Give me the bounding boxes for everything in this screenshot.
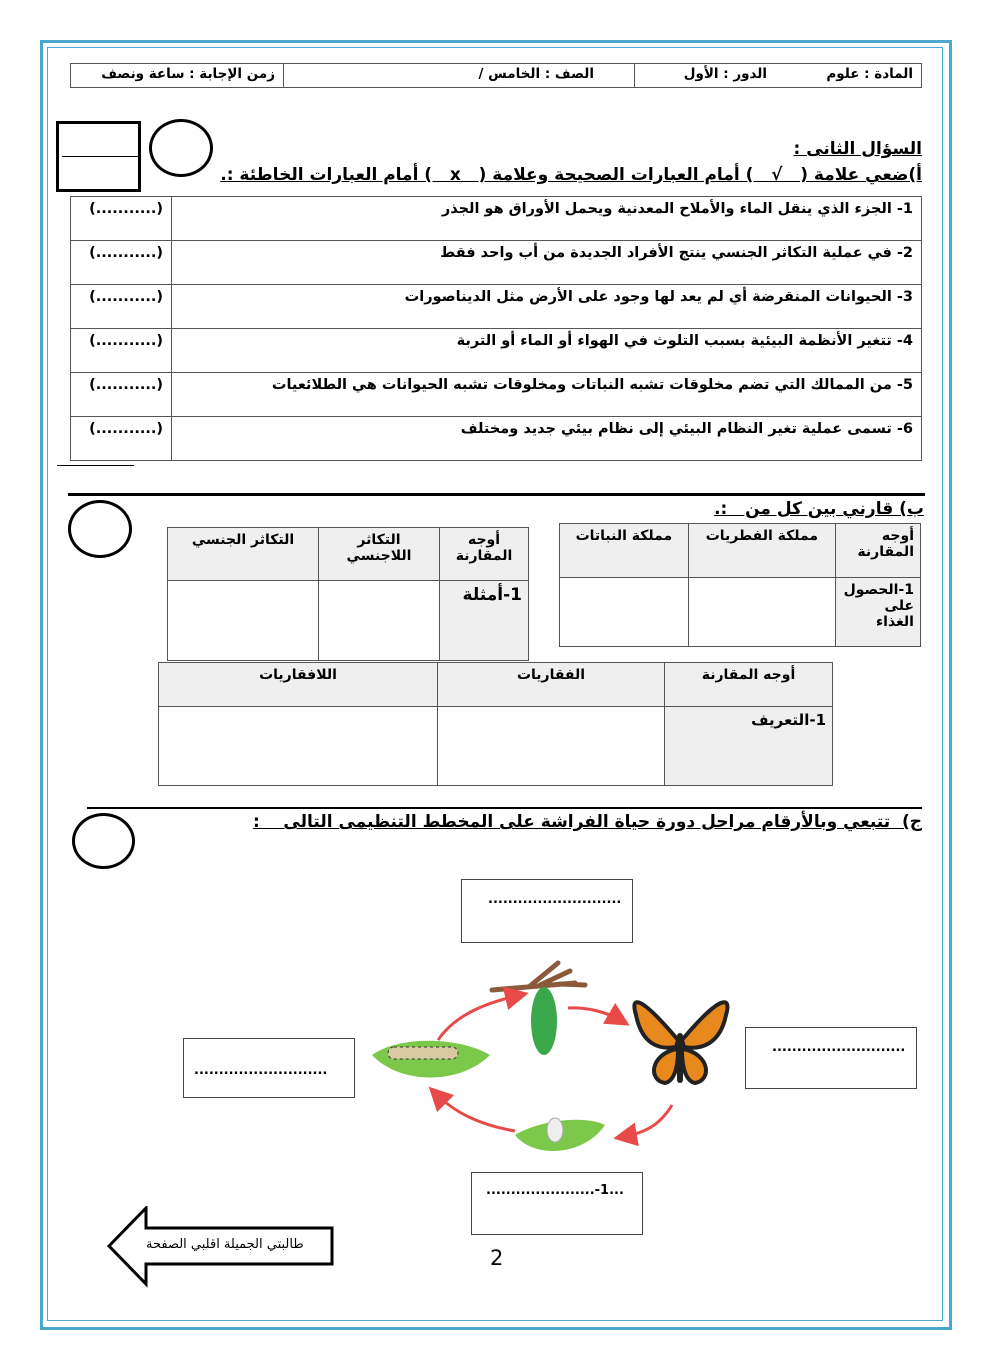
- score-circle: [68, 500, 132, 558]
- kingdoms-table: أوجه المقارنة مملكة الفطريات مملكة النباتا…: [559, 523, 921, 647]
- score-circle: [149, 119, 213, 177]
- table-row: 6- تسمى عملية تغير النظام البيئي إلى نظا…: [70, 416, 922, 461]
- statement: 2- في عملية التكاثر الجنسي ينتج الأفراد …: [171, 240, 922, 285]
- divider: [57, 465, 134, 466]
- table-row: 5- من الممالك التي تضم مخلوقات تشبه النب…: [70, 372, 922, 417]
- page-number: 2: [490, 1246, 504, 1270]
- answer-cell[interactable]: [158, 706, 438, 786]
- question-title: السؤال الثانى :: [793, 139, 923, 159]
- stage-box-left[interactable]: ...........................: [183, 1038, 355, 1098]
- table-row: 1- الجزء الذي ينقل الماء والأملاح المعدن…: [70, 196, 922, 241]
- answer-blank[interactable]: (...........): [70, 328, 172, 373]
- egg-on-leaf-icon: [515, 1117, 605, 1152]
- answer-cell[interactable]: [437, 706, 665, 786]
- turn-page-arrow: [106, 1206, 334, 1288]
- answer-cell[interactable]: [167, 580, 319, 661]
- statement: 3- الحيوانات المنقرضة أي لم يعد لها وجود…: [171, 284, 922, 329]
- table-row: 4- تتغير الأنظمة البيئية بسبب التلوث في …: [70, 328, 922, 373]
- row-label: 1-أمثلة: [439, 580, 529, 661]
- answer-blank[interactable]: (...........): [70, 372, 172, 417]
- subject: المادة : علوم: [826, 66, 913, 82]
- answer-blank[interactable]: (...........): [70, 416, 172, 461]
- turn-page-text: طالبتي الجميلة اقلبي الصفحة: [146, 1237, 304, 1252]
- row-label: 1-الحصول على الغذاء: [835, 577, 921, 647]
- true-false-table: 1- الجزء الذي ينقل الماء والأملاح المعدن…: [70, 196, 922, 461]
- stage-box-bottom[interactable]: ......................-1...: [471, 1172, 643, 1235]
- table-row: 2- في عملية التكاثر الجنسي ينتج الأفراد …: [70, 240, 922, 285]
- row-label: 1-التعريف: [664, 706, 833, 786]
- stage-box-right[interactable]: ...........................: [745, 1027, 917, 1089]
- page-border-inner: [47, 47, 943, 1321]
- stage-box-top[interactable]: ...........................: [461, 879, 633, 943]
- caterpillar-on-leaf-icon: [372, 1040, 490, 1078]
- statement: 6- تسمى عملية تغير النظام البيئي إلى نظا…: [171, 416, 922, 461]
- answer-blank[interactable]: (...........): [70, 284, 172, 329]
- answer-blank[interactable]: (...........): [70, 240, 172, 285]
- answer-cell[interactable]: [318, 580, 440, 661]
- header-subject-term: المادة : علوم الدور : الأول: [634, 63, 922, 88]
- butterfly-life-cycle-illustration: [372, 960, 730, 1152]
- th: أوجه المقارنة: [664, 662, 833, 707]
- answer-cell[interactable]: [559, 577, 689, 647]
- statement: 5- من الممالك التي تضم مخلوقات تشبه النب…: [171, 372, 922, 417]
- cycle-arrows: [428, 986, 674, 1147]
- reproduction-table: أوجه المقارنة التكاثر اللاجنسي التكاثر الج…: [167, 527, 529, 661]
- duration: زمن الإجابة : ساعة ونصف: [70, 63, 284, 88]
- statement: 4- تتغير الأنظمة البيئية بسبب التلوث في …: [171, 328, 922, 373]
- th: أوجه المقارنة: [439, 527, 529, 581]
- part-b-instruction: ب) قارني بين كل من :.: [714, 499, 924, 519]
- blank: ...........................: [772, 1040, 906, 1055]
- grade: الصف : الخامس /: [283, 63, 635, 88]
- butterfly-icon: [632, 1000, 730, 1086]
- th: مملكة النباتات: [559, 523, 689, 578]
- table-row: 3- الحيوانات المنقرضة أي لم يعد لها وجود…: [70, 284, 922, 329]
- part-a-instruction: أ)ضعي علامة ( √ ) أمام العبارات الصحيحة …: [220, 165, 922, 185]
- part-c-instruction: ج) تتبعي وبالأرقام مراحل دورة حياة الفرا…: [252, 812, 922, 832]
- blank: ...........................: [488, 892, 622, 907]
- score-circle: [72, 813, 135, 869]
- th: اللافقاريات: [158, 662, 438, 707]
- statement: 1- الجزء الذي ينقل الماء والأملاح المعدن…: [171, 196, 922, 241]
- chrysalis-icon: [531, 987, 557, 1055]
- th: الفقاريات: [437, 662, 665, 707]
- answer-blank[interactable]: (...........): [70, 196, 172, 241]
- term: الدور : الأول: [683, 66, 767, 82]
- page-border: [40, 40, 952, 1330]
- section-divider: [68, 493, 925, 496]
- blank: ......................-1...: [486, 1183, 624, 1198]
- th: أوجه المقارنة: [835, 523, 921, 578]
- th: التكاثر الجنسي: [167, 527, 319, 581]
- answer-cell[interactable]: [687, 577, 837, 647]
- section-divider: [87, 807, 922, 809]
- header-table: المادة : علوم الدور : الأول الصف : الخام…: [70, 63, 922, 88]
- th: مملكة الفطريات: [687, 523, 837, 578]
- branch-icon: [489, 960, 588, 993]
- blank: ...........................: [194, 1063, 328, 1078]
- th: التكاثر اللاجنسي: [318, 527, 440, 581]
- vertebrates-table: أوجه المقارنة الفقاريات اللافقاريات 1-التع…: [158, 662, 833, 786]
- score-box: [56, 121, 141, 192]
- score-box-divider: [62, 156, 138, 157]
